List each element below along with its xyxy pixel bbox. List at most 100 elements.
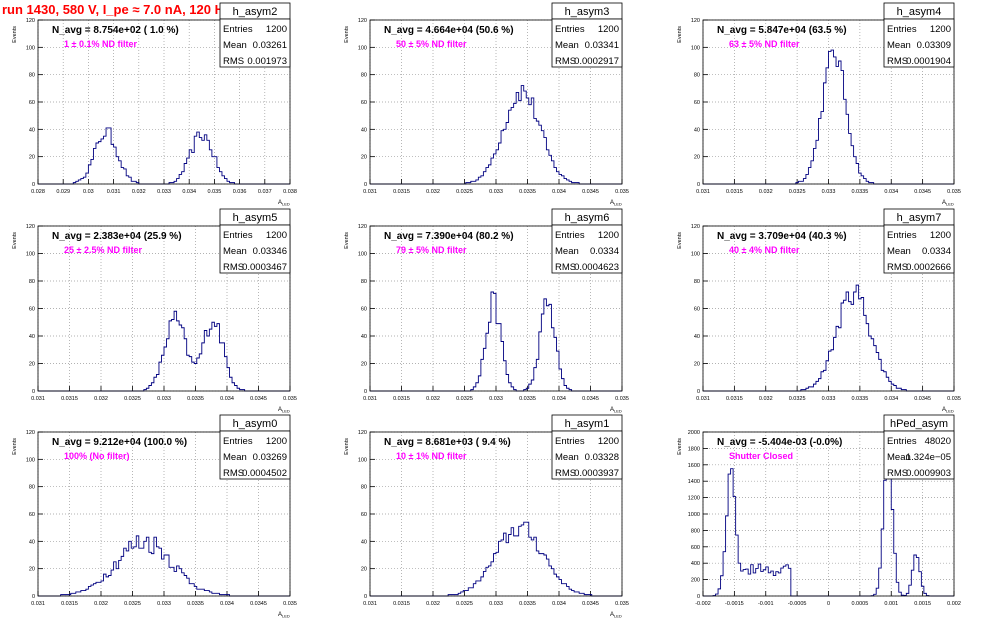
navg-label: N_avg = 3.709e+04 (40.3 %) — [717, 231, 847, 242]
stats-value: 0.03328 — [585, 452, 619, 463]
x-tick-label: 0.0345 — [914, 396, 931, 402]
x-tick-label: 0.031 — [107, 189, 121, 195]
stats-value: 0.0334 — [922, 246, 951, 257]
x-tick-label: 0.0345 — [582, 396, 599, 402]
x-tick-label: 0.0315 — [61, 396, 78, 402]
y-axis-label: Events — [344, 232, 350, 249]
stats-value: 0.03309 — [917, 40, 951, 51]
x-tick-label: 0.0315 — [726, 396, 743, 402]
x-tick-label: 0.031 — [31, 601, 45, 607]
histogram-panel-h_asym3: 0.031 0.0315 0.032 0.0325 0.033 0.0335 0.034 0.… — [344, 2, 629, 207]
stats-label: Entries — [223, 230, 253, 241]
x-tick-label: 0.034 — [552, 396, 566, 402]
stats-value: 0.0334 — [590, 246, 619, 257]
y-tick-label: 40 — [694, 127, 700, 133]
x-axis-label: ALED — [610, 407, 622, 414]
y-tick-label: 0 — [364, 389, 367, 395]
x-axis-label-sub: LED — [614, 614, 622, 619]
y-tick-label: 20 — [361, 567, 367, 573]
y-tick-label: 20 — [694, 362, 700, 368]
x-tick-label: 0.032 — [426, 601, 440, 607]
x-axis-label: ALED — [942, 407, 954, 414]
y-tick-label: 80 — [29, 485, 35, 491]
x-tick-label: 0.037 — [258, 189, 272, 195]
x-axis-label-sub: LED — [946, 202, 954, 207]
y-tick-label: 80 — [694, 73, 700, 79]
y-tick-label: 20 — [29, 362, 35, 368]
x-tick-label: 0.0325 — [789, 396, 806, 402]
y-tick-label: 1000 — [688, 512, 700, 518]
stats-label: RMS — [887, 468, 908, 479]
stats-label: RMS — [555, 468, 576, 479]
stats-value: 1200 — [598, 24, 619, 35]
histogram-panel-h_asym4: 0.031 0.0315 0.032 0.0325 0.033 0.0335 0.034 0.… — [677, 2, 961, 207]
y-tick-label: 100 — [358, 45, 367, 51]
stats-box — [219, 18, 291, 68]
x-tick-label: 0.033 — [489, 396, 503, 402]
y-tick-label: 120 — [358, 18, 367, 24]
y-tick-label: 40 — [29, 334, 35, 340]
stats-title: h_asym2 — [233, 6, 278, 18]
stats-label: Entries — [887, 436, 917, 447]
y-tick-label: 1400 — [688, 479, 700, 485]
x-tick-label: 0.035 — [615, 189, 629, 195]
y-tick-label: 120 — [358, 224, 367, 230]
stats-value: 1200 — [598, 230, 619, 241]
x-tick-label: 0.034 — [182, 189, 196, 195]
y-tick-label: 40 — [361, 539, 367, 545]
x-axis-label-sub: LED — [282, 614, 290, 619]
stats-title: h_asym0 — [233, 418, 278, 430]
stats-value: 0.03341 — [585, 40, 619, 51]
histogram-panel-h_asym0: 0.031 0.0315 0.032 0.0325 0.033 0.0335 0.034 0.… — [12, 414, 297, 619]
stats-label: RMS — [223, 468, 244, 479]
plot-frame — [37, 225, 291, 392]
x-tick-label: 0.0335 — [187, 396, 204, 402]
stats-value: 1200 — [930, 24, 951, 35]
x-tick-label: 0.035 — [947, 396, 961, 402]
x-tick-label: 0.032 — [759, 189, 773, 195]
navg-label: N_avg = 5.847e+04 (63.5 %) — [717, 25, 847, 36]
stats-value: 0.0003467 — [242, 262, 287, 273]
y-tick-label: 60 — [29, 100, 35, 106]
x-tick-label: -0.002 — [695, 601, 711, 607]
stats-value: 0.001973 — [247, 56, 287, 67]
stats-label: Mean — [887, 452, 911, 463]
x-tick-label: 0.0325 — [456, 189, 473, 195]
histogram-panel-h_asym7: 0.031 0.0315 0.032 0.0325 0.033 0.0335 0.034 0.… — [677, 208, 961, 414]
x-axis-label-sub: LED — [946, 409, 954, 414]
y-tick-label: 80 — [361, 485, 367, 491]
y-tick-label: 60 — [361, 512, 367, 518]
x-tick-label: 0.035 — [615, 601, 629, 607]
stats-value: 0.0003937 — [574, 468, 619, 479]
plot-frame — [702, 225, 955, 392]
stats-label: Mean — [223, 452, 247, 463]
y-axis-label: Events — [344, 438, 350, 455]
y-tick-label: 40 — [29, 539, 35, 545]
x-tick-label: 0.032 — [132, 189, 146, 195]
stats-label: Entries — [887, 24, 917, 35]
stats-label: RMS — [223, 56, 244, 67]
filter-label: 1 ± 0.1% ND filter — [64, 39, 137, 49]
stats-box — [219, 224, 291, 274]
x-tick-label: 0.0335 — [519, 189, 536, 195]
stats-value: 0.0004502 — [242, 468, 287, 479]
stats-value: 0.03346 — [253, 246, 287, 257]
stats-title: h_asym4 — [897, 6, 942, 18]
x-axis-label: ALED — [278, 612, 290, 619]
x-tick-label: 0.035 — [283, 601, 297, 607]
x-tick-label: 0.031 — [363, 189, 377, 195]
y-tick-label: 20 — [361, 362, 367, 368]
stats-label: RMS — [555, 262, 576, 273]
x-tick-label: 0.035 — [208, 189, 222, 195]
x-axis-label: ALED — [942, 200, 954, 207]
y-tick-label: 0 — [32, 389, 35, 395]
x-tick-label: 0.0345 — [914, 189, 931, 195]
x-tick-label: 0.031 — [363, 601, 377, 607]
plot-frame — [702, 431, 955, 597]
y-tick-label: 120 — [26, 224, 35, 230]
x-tick-label: 0.0315 — [393, 601, 410, 607]
x-tick-label: 0.031 — [696, 396, 710, 402]
stats-value: 1200 — [266, 230, 287, 241]
y-tick-label: 60 — [29, 307, 35, 313]
stats-value: 1.324e−05 — [906, 452, 951, 463]
